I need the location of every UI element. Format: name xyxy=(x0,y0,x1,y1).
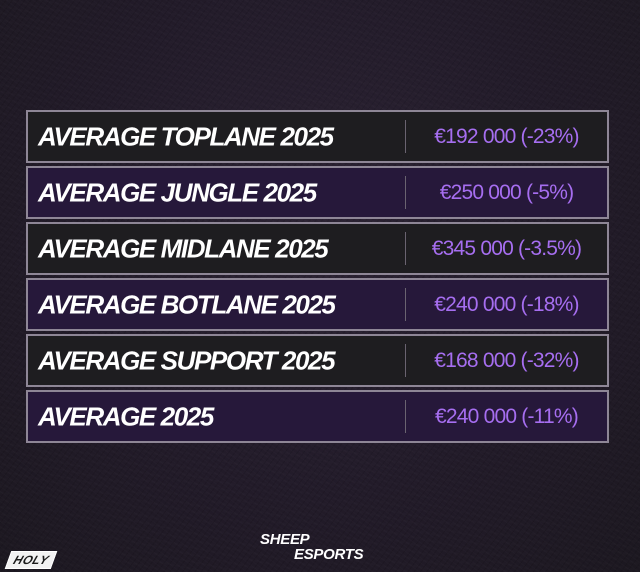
row-label: AVERAGE MIDLANE 2025 xyxy=(38,233,329,263)
table-row-support: AVERAGE SUPPORT 2025 €168 000 (-32%) xyxy=(26,334,609,387)
column-divider xyxy=(405,344,406,377)
column-divider xyxy=(405,288,406,321)
column-divider xyxy=(405,176,406,209)
column-divider xyxy=(405,120,406,153)
salary-table: AVERAGE TOPLANE 2025 €192 000 (-23%) AVE… xyxy=(26,110,609,446)
table-row-toplane: AVERAGE TOPLANE 2025 €192 000 (-23%) xyxy=(26,110,609,163)
table-row-midlane: AVERAGE MIDLANE 2025 €345 000 (-3.5%) xyxy=(26,222,609,275)
holy-logo: HOLY xyxy=(4,551,58,569)
row-label: AVERAGE JUNGLE 2025 xyxy=(38,177,317,207)
row-value: €240 000 (-11%) xyxy=(435,404,579,428)
row-label: AVERAGE SUPPORT 2025 xyxy=(38,345,336,375)
sheep-esports-logo: SHEEP ESPORTS xyxy=(260,531,364,563)
row-value: €345 000 (-3.5%) xyxy=(431,236,582,260)
row-value: €250 000 (-5%) xyxy=(439,180,574,204)
row-value: €168 000 (-32%) xyxy=(434,348,579,372)
row-value: €240 000 (-18%) xyxy=(434,292,579,316)
logo-line-1: SHEEP xyxy=(260,531,310,548)
column-divider xyxy=(405,232,406,265)
row-value: €192 000 (-23%) xyxy=(434,124,579,148)
table-row-botlane: AVERAGE BOTLANE 2025 €240 000 (-18%) xyxy=(26,278,609,331)
row-label: AVERAGE BOTLANE 2025 xyxy=(38,289,336,319)
row-label: AVERAGE TOPLANE 2025 xyxy=(38,121,334,151)
row-label: AVERAGE 2025 xyxy=(38,401,214,431)
logo-line-2: ESPORTS xyxy=(294,546,364,563)
column-divider xyxy=(405,400,406,433)
table-row-jungle: AVERAGE JUNGLE 2025 €250 000 (-5%) xyxy=(26,166,609,219)
table-row-average: AVERAGE 2025 €240 000 (-11%) xyxy=(26,390,609,443)
